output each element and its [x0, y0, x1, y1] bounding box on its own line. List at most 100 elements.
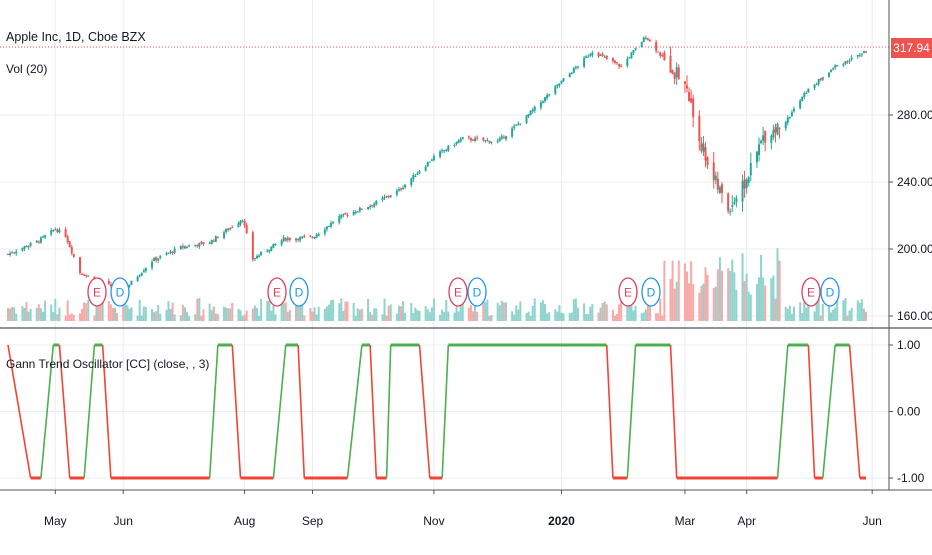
candle-body[interactable] — [770, 135, 773, 143]
candle-body[interactable] — [27, 245, 30, 248]
candle-body[interactable] — [344, 212, 347, 215]
candle-body[interactable] — [251, 232, 254, 260]
candle-body[interactable] — [704, 147, 707, 161]
candle-body[interactable] — [109, 284, 112, 287]
candle-body[interactable] — [484, 140, 487, 142]
candle-body[interactable] — [381, 197, 384, 201]
candle-body[interactable] — [200, 242, 203, 244]
candle-body[interactable] — [404, 184, 407, 188]
candle-body[interactable] — [541, 101, 544, 103]
candle-body[interactable] — [280, 240, 283, 245]
candle-body[interactable] — [142, 270, 145, 273]
candle-body[interactable] — [367, 207, 370, 210]
candle-body[interactable] — [426, 162, 429, 167]
candle-body[interactable] — [836, 65, 839, 67]
candle-body[interactable] — [498, 138, 501, 142]
candle-body[interactable] — [144, 268, 147, 272]
candle-body[interactable] — [758, 144, 761, 155]
candle-body[interactable] — [358, 207, 361, 212]
candle-body[interactable] — [153, 258, 156, 262]
candle-body[interactable] — [159, 255, 162, 258]
candle-body[interactable] — [755, 151, 758, 163]
candle-body[interactable] — [513, 126, 516, 128]
candle-body[interactable] — [157, 258, 160, 261]
candle-body[interactable] — [860, 53, 863, 55]
candle-body[interactable] — [745, 179, 748, 188]
candle-body[interactable] — [181, 246, 184, 248]
candle-body[interactable] — [655, 42, 658, 51]
candle-body[interactable] — [597, 52, 600, 57]
candle-body[interactable] — [428, 161, 431, 163]
candle-body[interactable] — [11, 252, 14, 254]
candle-body[interactable] — [805, 92, 808, 94]
candle-body[interactable] — [502, 137, 505, 139]
candle-body[interactable] — [632, 49, 635, 53]
candle-body[interactable] — [25, 246, 28, 248]
candle-body[interactable] — [340, 214, 343, 218]
candle-body[interactable] — [613, 60, 616, 63]
candle-body[interactable] — [675, 67, 678, 78]
candle-body[interactable] — [813, 84, 816, 89]
candle-body[interactable] — [832, 68, 835, 70]
volume-indicator-label[interactable]: Vol (20) — [6, 62, 48, 76]
candle-body[interactable] — [690, 98, 693, 103]
candle-body[interactable] — [301, 236, 304, 238]
earnings-marker[interactable]: E — [801, 277, 821, 307]
candle-body[interactable] — [330, 222, 333, 227]
candle-body[interactable] — [418, 171, 421, 174]
candle-body[interactable] — [817, 79, 820, 85]
candle-body[interactable] — [511, 128, 514, 137]
candle-body[interactable] — [41, 236, 44, 238]
candle-body[interactable] — [360, 208, 363, 210]
candle-body[interactable] — [527, 114, 530, 117]
candle-body[interactable] — [762, 135, 765, 141]
candle-body[interactable] — [179, 245, 182, 249]
candle-body[interactable] — [827, 72, 830, 78]
candle-body[interactable] — [169, 251, 172, 253]
candle-body[interactable] — [731, 205, 734, 207]
dividend-marker[interactable]: D — [820, 277, 840, 307]
candle-body[interactable] — [66, 236, 69, 243]
candle-body[interactable] — [453, 145, 456, 147]
candle-body[interactable] — [644, 37, 647, 39]
candle-body[interactable] — [266, 250, 269, 252]
candle-body[interactable] — [237, 223, 240, 228]
candle-body[interactable] — [272, 243, 275, 248]
candle-body[interactable] — [455, 141, 458, 145]
candle-body[interactable] — [467, 136, 470, 138]
oscillator-axis[interactable]: 1.00 0.00 -1.00 — [889, 338, 925, 485]
candle-body[interactable] — [716, 178, 719, 190]
candle-body[interactable] — [130, 280, 133, 285]
candle-body[interactable] — [714, 175, 717, 181]
candle-body[interactable] — [461, 137, 464, 140]
candle-body[interactable] — [568, 73, 571, 78]
candle-body[interactable] — [648, 39, 651, 42]
candle-body[interactable] — [688, 91, 691, 102]
candle-body[interactable] — [315, 234, 318, 238]
candle-body[interactable] — [23, 246, 26, 249]
candle-body[interactable] — [706, 157, 709, 166]
candle-body[interactable] — [469, 138, 472, 141]
candle-body[interactable] — [397, 189, 400, 191]
candle-body[interactable] — [128, 284, 131, 287]
candle-body[interactable] — [657, 51, 660, 53]
candle-body[interactable] — [574, 67, 577, 69]
candle-body[interactable] — [356, 211, 359, 213]
candle-body[interactable] — [628, 57, 631, 59]
candle-body[interactable] — [44, 235, 47, 238]
candle-body[interactable] — [85, 275, 88, 277]
candle-body[interactable] — [243, 220, 246, 226]
candle-body[interactable] — [599, 54, 602, 56]
candle-body[interactable] — [712, 162, 715, 181]
candle-body[interactable] — [544, 97, 547, 102]
candle-body[interactable] — [556, 84, 559, 87]
time-axis[interactable]: May Jun Aug Sep Nov 2020 Mar Apr Jun — [44, 490, 882, 528]
candle-body[interactable] — [107, 280, 110, 284]
candle-body[interactable] — [70, 247, 73, 254]
candle-body[interactable] — [788, 116, 791, 118]
candle-body[interactable] — [9, 253, 12, 255]
candle-body[interactable] — [270, 246, 273, 251]
candle-body[interactable] — [255, 256, 258, 259]
candle-body[interactable] — [225, 229, 228, 232]
